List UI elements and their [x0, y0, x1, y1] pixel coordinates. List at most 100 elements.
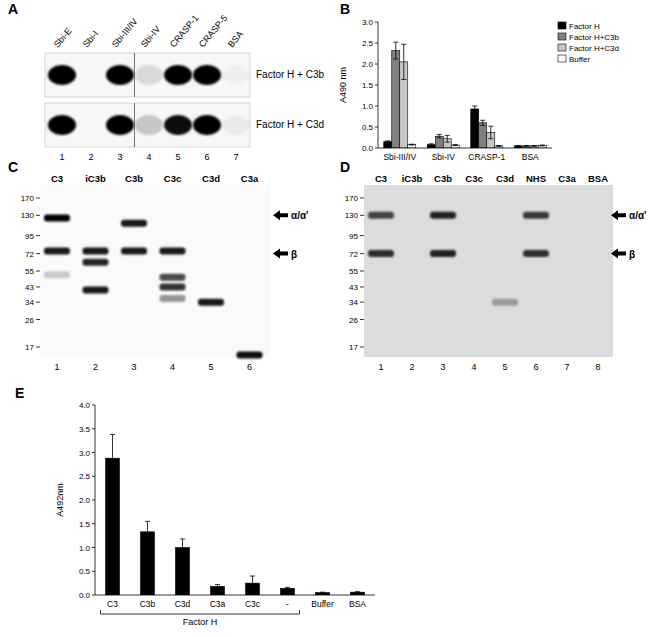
marker-label: 95 [25, 232, 34, 241]
lane-number: 2 [93, 362, 98, 372]
marker-tick [36, 319, 40, 320]
error-bar [540, 145, 545, 147]
bars [106, 434, 365, 595]
lane-number: 5 [208, 362, 213, 372]
figure: ASbi-ESbi-ISbi-III/IVSbi-IVCRASP-1CRASP-… [0, 0, 659, 637]
bar [384, 142, 392, 148]
y-tick-label: 1.5 [362, 81, 374, 90]
lane-number: 1 [54, 362, 59, 372]
arrow [273, 249, 288, 259]
band [193, 115, 221, 135]
lane-number: 5 [502, 362, 507, 372]
marker-label: 130 [21, 211, 35, 220]
band [222, 65, 250, 85]
marker-tick [36, 271, 40, 272]
x-tick-label: C3a [210, 599, 226, 609]
band [523, 212, 549, 219]
blot-background [364, 185, 613, 357]
bar [281, 588, 295, 595]
bar [451, 145, 459, 148]
x-tick-label: C3 [107, 599, 118, 609]
lane-label: Sbi-III/IV [110, 16, 140, 49]
marker-tick [36, 198, 40, 199]
x-tick-label: - [286, 599, 289, 609]
lane-label: CRASP-5 [197, 13, 230, 49]
marker-tick [360, 235, 364, 236]
lane-divider [134, 103, 135, 147]
band [160, 274, 186, 281]
x-axis [378, 148, 552, 149]
y-axis-label: A490 nm [338, 67, 348, 103]
marker-tick [360, 198, 364, 199]
error-bar [496, 145, 501, 147]
marker-tick [360, 253, 364, 254]
bars [384, 42, 547, 148]
y-tick [375, 43, 378, 44]
band [48, 115, 76, 135]
marker-label: 55 [25, 267, 34, 276]
lane-number: 2 [409, 362, 414, 372]
marker-label: 34 [349, 298, 358, 307]
y-axis [378, 22, 379, 148]
lane-number: 6 [247, 362, 252, 372]
lane-number: 6 [204, 152, 209, 162]
lane-label: C3a [241, 173, 259, 184]
y-axis [95, 405, 96, 595]
lane-label: C3a [558, 173, 576, 184]
blot-background [45, 103, 250, 147]
lane-label: C3c [164, 173, 181, 184]
arrow-label: β [291, 249, 297, 260]
error-bar [393, 42, 398, 59]
marker-label: 72 [25, 250, 34, 259]
bracket [101, 610, 300, 614]
error-bar [445, 135, 450, 142]
panel-letter: E [15, 385, 24, 401]
lane-label: C3d [496, 173, 514, 184]
marker-tick [36, 286, 40, 287]
lane-label: C3c [465, 173, 482, 184]
x-tick-label: C3b [140, 599, 156, 609]
legend-swatch [558, 33, 566, 40]
x-tick-label: Sbi-III/IV [383, 152, 416, 162]
lane-number: 2 [88, 152, 93, 162]
marker-label: 26 [25, 316, 34, 325]
y-tick [375, 127, 378, 128]
y-tick [92, 523, 95, 524]
lane-number: 7 [233, 152, 238, 162]
marker-label: 26 [349, 316, 358, 325]
error-bar [480, 120, 485, 125]
error-bar [250, 576, 255, 590]
lane-number: 7 [564, 362, 569, 372]
y-tick-label: 2.5 [362, 39, 374, 48]
y-tick [375, 64, 378, 65]
error-bar [532, 145, 537, 147]
y-tick-label: 3.0 [79, 449, 91, 458]
y-tick [375, 106, 378, 107]
lane-number: 3 [117, 152, 122, 162]
marker-tick [360, 286, 364, 287]
lane-number: 6 [533, 362, 538, 372]
band [368, 212, 394, 219]
error-bar [488, 126, 493, 139]
band [237, 352, 263, 359]
marker-tick [36, 253, 40, 254]
marker-tick [36, 215, 40, 216]
error-bar [110, 434, 115, 482]
y-tick-label: 4.0 [79, 401, 91, 410]
x-axis [95, 595, 375, 596]
arrow [611, 249, 626, 259]
error-bar [285, 587, 290, 589]
band [106, 65, 134, 85]
y-tick-label: 0.0 [79, 591, 91, 600]
legend-swatch [558, 55, 566, 62]
arrow [273, 210, 288, 220]
y-axis-label: A492nm [55, 483, 65, 517]
lane-label: C3b [434, 173, 452, 184]
lane-label: Sbi-IV [139, 24, 162, 49]
error-bar [215, 585, 220, 589]
marker-label: 43 [349, 283, 358, 292]
band [83, 287, 109, 294]
band [193, 65, 221, 85]
lane-number: 1 [378, 362, 383, 372]
error-bar [437, 135, 442, 138]
